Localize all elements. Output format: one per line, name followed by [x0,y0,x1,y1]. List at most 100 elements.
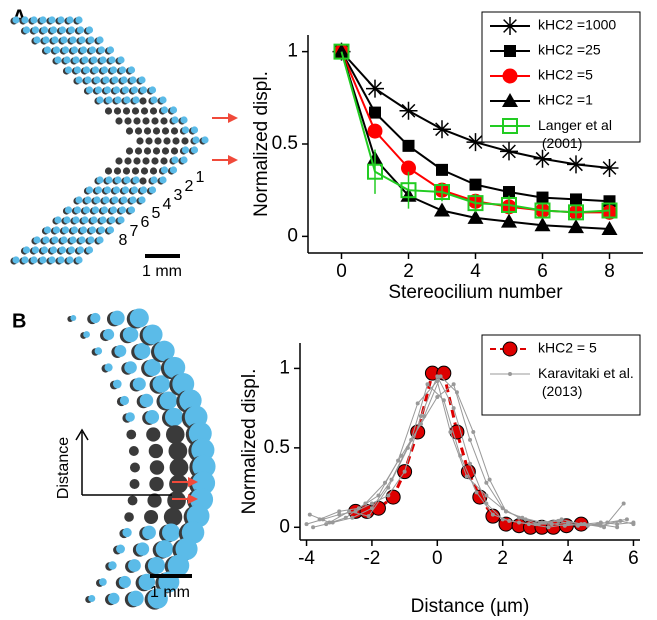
y-tick-label: 1 [279,357,290,378]
stereocilium [103,86,112,94]
stereocilium [105,176,113,184]
stereocilium [79,46,88,54]
stereocilium [150,176,158,184]
stereocilium [190,146,199,154]
stereocilium [104,363,113,372]
stereocilium-shadow [124,157,132,165]
marker [502,341,518,357]
arrow-head [75,428,89,441]
stereocilium [103,328,115,341]
stereocilium [22,246,31,254]
stereocilium [147,588,168,609]
marker [503,186,515,199]
stereocilium [190,126,199,134]
stereocilium [39,256,47,264]
stereocilium [201,136,209,144]
stereocilium-shadow [124,117,132,125]
stereocilium [96,36,104,44]
stereocilium-shadow [133,117,141,125]
marker [468,461,472,466]
stereocilium [112,379,122,389]
stereocilium [99,216,107,224]
stereocilium [123,176,131,184]
stereocilium [12,16,20,24]
stereocilium [139,86,148,94]
stereocilium-shadow [142,157,150,165]
stereocilium [127,66,136,74]
stereocilium [114,345,127,357]
stereocilium [21,256,29,264]
marker [435,374,440,379]
marker [534,217,551,232]
stereocilium [169,166,178,174]
marker [307,512,312,517]
stereocilium [85,86,94,94]
stereocilium [118,66,127,74]
stereocilium-shadow [148,443,164,459]
stereocilium [127,206,136,214]
marker [448,429,453,434]
stereocilium [63,56,71,64]
marker [418,414,423,419]
y-tick-label: 0.5 [272,133,298,154]
stereocilium-shadow [181,137,189,145]
stereocilium-shadow [136,137,144,145]
stereocilium-shadow [113,167,122,175]
stereocilium [148,86,157,94]
stereocilium-shadow [152,147,161,155]
stereocilium [129,308,149,328]
stereocilium-shadow [170,127,179,135]
stereocilium [81,216,89,224]
marker [425,382,430,387]
stereocilium [52,46,61,54]
x-tick-label: -4 [298,548,315,569]
stereocilium [64,206,73,214]
stereocilium-shadow [134,147,143,155]
stereocilium [91,206,100,214]
stereocilium [88,594,96,603]
marker [366,79,384,98]
stereocilium [60,36,68,44]
stereocilium [69,236,77,244]
marker [311,525,316,530]
stereocilium [75,76,83,84]
stereocilium [99,56,107,64]
stereocilium-shadow [149,476,164,492]
stereocilium [76,26,85,34]
stereocilium [123,96,131,104]
stereocilium-shadow [122,107,131,115]
stereocilium-shadow [124,512,134,522]
marker [415,401,420,406]
stereocilium [128,559,141,572]
row-number: 2 [185,178,194,195]
stereocilium [148,186,157,194]
stereocilium-shadow [170,147,179,155]
stereocilium [51,236,59,244]
marker [559,517,564,522]
marker [350,515,355,520]
stereocilium [93,76,101,84]
stereocilium-shadow [122,167,131,175]
stereocilium-shadow [104,107,113,115]
stereocilium [21,16,29,24]
stereocilium [134,342,151,360]
stereocilium [102,196,110,204]
stereocilium [169,106,178,114]
stereocilium [49,26,58,34]
marker [367,123,383,139]
marker [304,522,309,527]
y-tick-label: 0 [287,225,298,246]
stereocilium [30,256,38,264]
stereocilium [160,166,169,174]
stereocilium [132,96,140,104]
stereocilium-shadow [129,462,140,473]
stereocilium [58,26,67,34]
stereocilium-shadow [143,127,152,135]
stereocilium [96,236,104,244]
stereocilium [88,226,97,234]
marker [500,506,505,511]
stereocilium [135,542,150,556]
stereocilium-shadow [115,157,123,165]
stereocilium [129,76,137,84]
marker [504,45,516,57]
